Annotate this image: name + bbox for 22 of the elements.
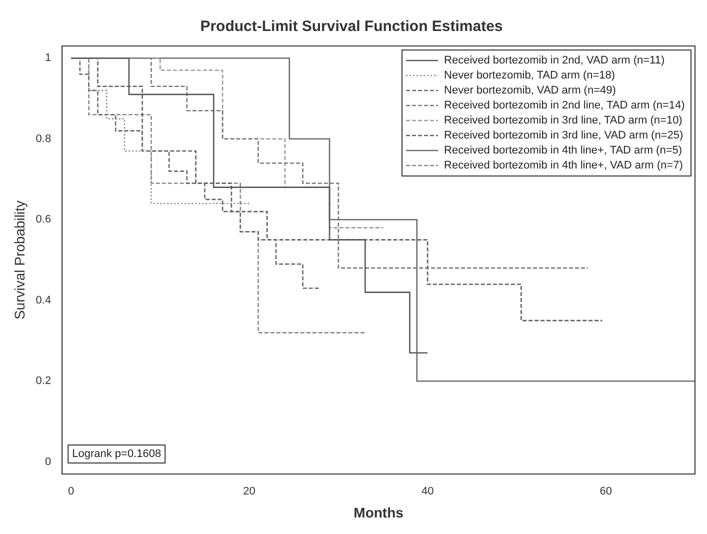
y-tick-label: 0: [44, 456, 52, 468]
y-tick-label: 0.8: [36, 132, 52, 145]
legend-label: Received bortezomib in 3rd line, TAD arm (n=10): [444, 114, 682, 127]
legend-label: Received bortezomib in 4th line+, VAD arm (n=7): [444, 160, 683, 172]
y-tick-label: 0.6: [36, 214, 52, 226]
x-tick-label: 20: [243, 486, 256, 498]
legend-label: Received bortezomib in 2nd, VAD arm (n=11): [444, 54, 665, 67]
y-axis-title: Survival Probability: [11, 200, 28, 320]
x-axis-title: Months: [354, 504, 404, 520]
y-tick-label: 0.2: [36, 375, 52, 388]
chart-title: Product-Limit Survival Function Estimates: [200, 18, 503, 36]
x-tick-label: 0: [68, 486, 74, 498]
y-tick-label: 1: [44, 52, 52, 64]
y-tick-label: 0.4: [36, 294, 52, 306]
legend-label: Never bortezomib, TAD arm (n=18): [444, 70, 616, 82]
x-tick-label: 60: [600, 486, 612, 498]
legend-label: Received bortezomib in 4th line+, TAD arm (n=5): [444, 144, 682, 157]
annotation: Logrank p=0.1608: [72, 448, 162, 460]
legend-label: Received bortezomib in 2nd line, TAD arm (n=14): [444, 100, 685, 112]
legend-label: Received bortezomib in 3rd line, VAD arm (n=25): [444, 130, 684, 142]
legend-label: Never bortezomib, VAD arm (n=49): [444, 84, 616, 97]
x-tick-label: 40: [421, 486, 434, 498]
